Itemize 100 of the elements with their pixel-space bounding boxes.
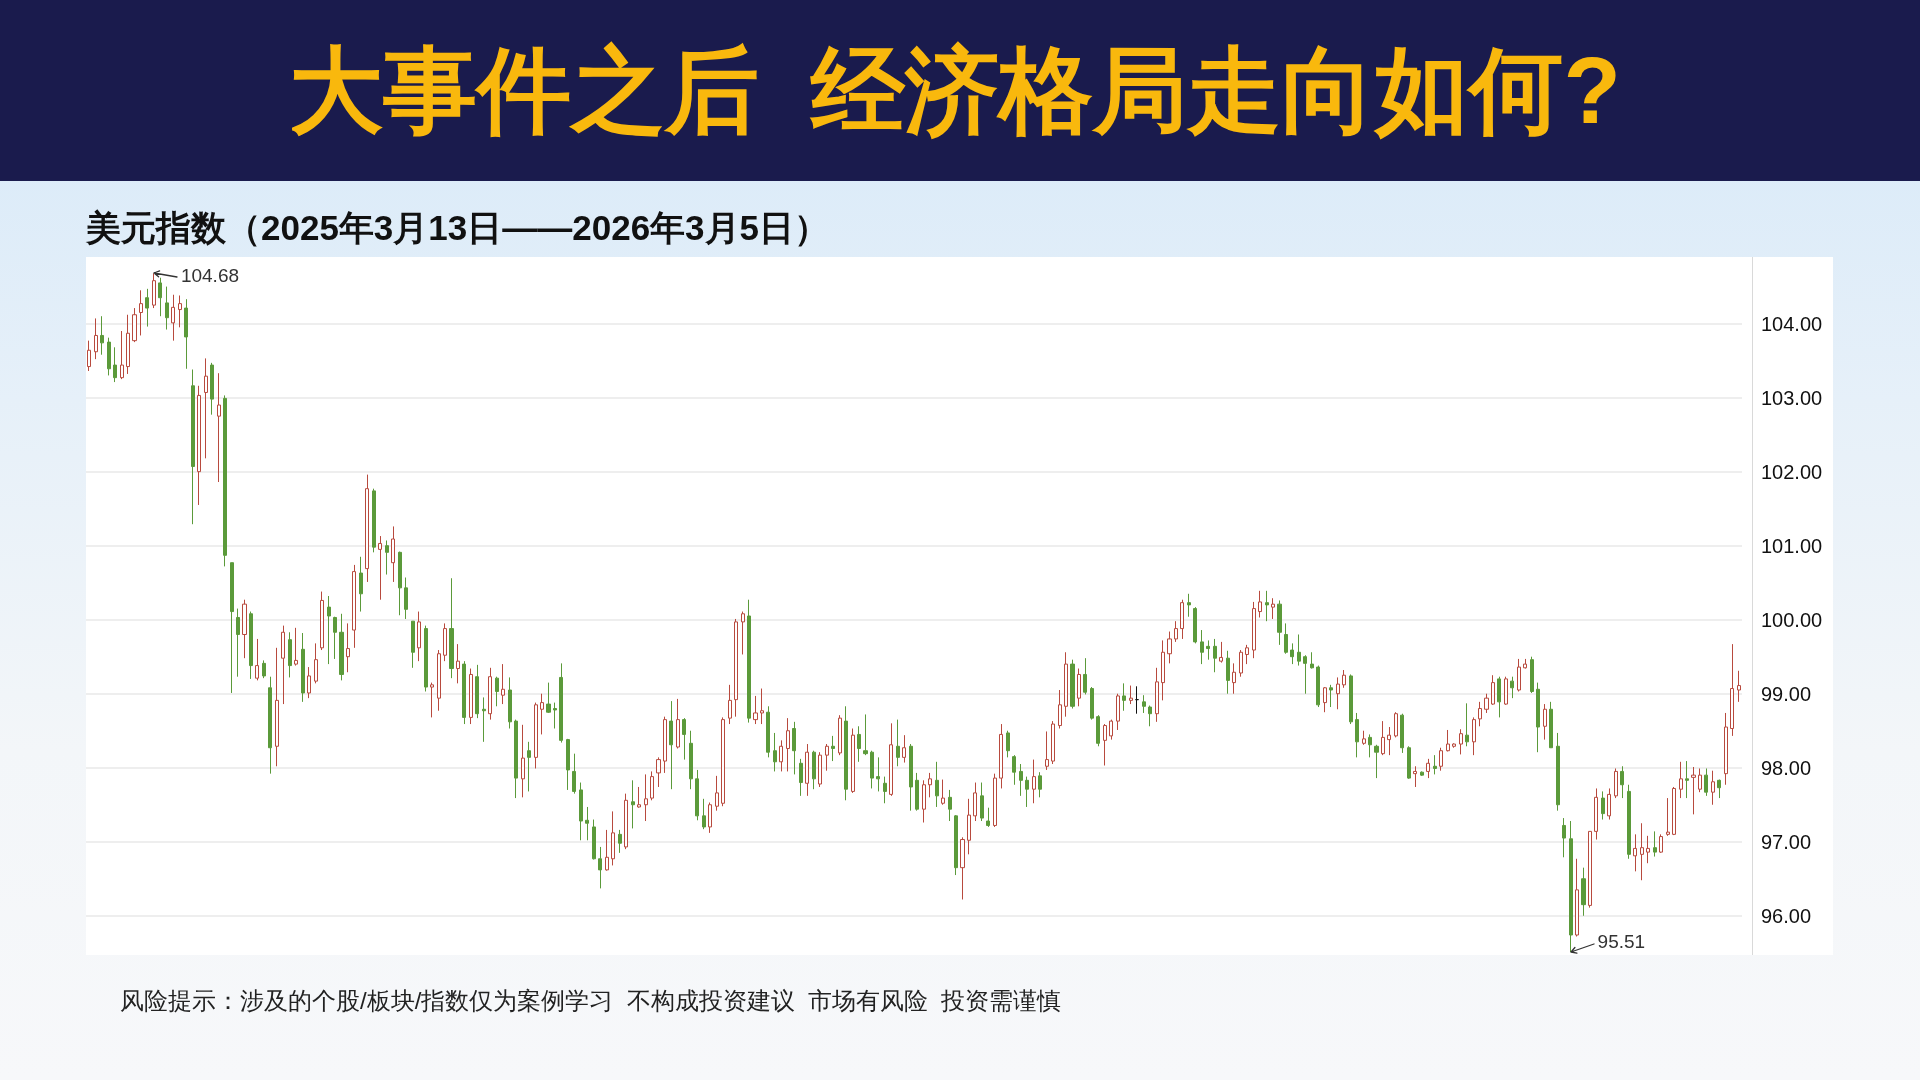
candlestick	[1698, 767, 1702, 793]
candlestick	[1510, 676, 1514, 699]
candlestick	[721, 716, 725, 807]
candlestick	[1284, 622, 1288, 655]
candlestick	[838, 714, 842, 756]
candlestick	[430, 682, 434, 718]
y-tick-label: 102.00	[1761, 460, 1823, 483]
candlestick	[191, 369, 195, 525]
candlestick	[1504, 676, 1508, 706]
candlestick	[1252, 601, 1256, 659]
candlestick	[120, 330, 124, 380]
y-tick-label: 98.00	[1761, 756, 1812, 779]
candlestick	[1484, 693, 1489, 714]
candlestick	[579, 782, 583, 841]
candlestick	[1116, 693, 1120, 731]
candlestick	[1717, 779, 1721, 799]
candlestick	[1536, 682, 1540, 753]
candlestick	[728, 684, 732, 725]
candlestick	[592, 819, 596, 861]
candlestick	[1310, 651, 1314, 670]
candlestick	[986, 807, 990, 828]
candlestick	[1556, 732, 1560, 812]
candlestick	[1459, 728, 1463, 755]
candlestick	[1148, 705, 1152, 727]
candlestick	[598, 846, 602, 889]
candlestick	[1569, 820, 1573, 953]
candlestick	[792, 721, 796, 775]
candlestick	[1096, 714, 1100, 747]
candlestick	[1614, 767, 1618, 799]
candlestick	[171, 294, 175, 342]
candlestick	[676, 698, 680, 749]
candlestick	[391, 525, 395, 583]
candlestick	[495, 676, 499, 707]
candlestick	[1685, 760, 1689, 799]
candlestick	[1679, 761, 1683, 799]
candlestick	[417, 611, 421, 662]
candlestick	[1258, 590, 1262, 618]
candlestick	[1394, 711, 1398, 738]
candlestick	[262, 659, 266, 679]
candlestick	[107, 337, 111, 376]
candlestick	[1122, 682, 1126, 712]
candlestick	[1193, 606, 1197, 644]
candlestick	[268, 676, 272, 775]
candlestick	[870, 750, 874, 789]
y-tick-label: 99.00	[1761, 682, 1812, 705]
candlestick	[534, 702, 538, 769]
candlestick	[805, 743, 809, 797]
candlestick	[818, 751, 822, 788]
candlestick	[521, 724, 525, 798]
candlestick	[1058, 689, 1062, 729]
candlestick	[851, 728, 855, 794]
candlestick	[327, 595, 331, 665]
candlestick	[126, 314, 130, 375]
candlestick	[404, 577, 408, 620]
candlestick	[1051, 720, 1055, 765]
candlestick	[1006, 730, 1010, 758]
candlestick	[1374, 744, 1379, 779]
candlestick	[501, 663, 505, 705]
candlestick	[1219, 641, 1223, 664]
candlestick	[1323, 686, 1327, 713]
candlestick	[546, 682, 551, 714]
candlestick	[449, 577, 454, 679]
y-tick-label: 101.00	[1761, 534, 1823, 557]
candlestick	[158, 277, 162, 317]
candlestick	[398, 551, 402, 616]
candlestick	[1452, 742, 1456, 749]
candlestick	[1362, 730, 1366, 746]
candlestick	[1090, 686, 1094, 721]
candlestick	[1232, 662, 1236, 695]
candlestick	[1271, 597, 1275, 620]
candlestick	[475, 664, 479, 719]
candlestick	[1368, 733, 1372, 758]
candlestick	[249, 611, 253, 680]
candlestick	[1135, 685, 1139, 715]
candlestick	[786, 717, 790, 772]
candlestick	[1381, 720, 1385, 756]
candlestick	[1607, 787, 1611, 821]
candlestick	[462, 660, 466, 725]
candlestick	[585, 806, 589, 841]
candlestick	[1472, 716, 1476, 756]
y-tick-label: 97.00	[1761, 830, 1812, 853]
candlestick	[753, 695, 758, 725]
candlestick	[339, 613, 344, 681]
candlestick	[572, 753, 576, 795]
candlestick	[1491, 674, 1495, 706]
candlestick	[1633, 833, 1637, 872]
candlestick	[1290, 642, 1294, 665]
candlestick	[1239, 649, 1243, 678]
candlestick	[1019, 763, 1023, 797]
candlestick	[1666, 797, 1670, 837]
annotation: 104.68	[180, 265, 240, 288]
candlestick	[443, 622, 447, 662]
candlestick	[1413, 765, 1417, 788]
candlestick	[922, 779, 926, 824]
candlestick	[411, 620, 415, 669]
candlestick	[132, 307, 137, 343]
chart-title: 大事件之后 经济格局走向如何?	[288, 36, 1622, 145]
candlestick	[715, 775, 719, 812]
candlestick	[1316, 665, 1320, 708]
candlestick	[1433, 754, 1437, 775]
